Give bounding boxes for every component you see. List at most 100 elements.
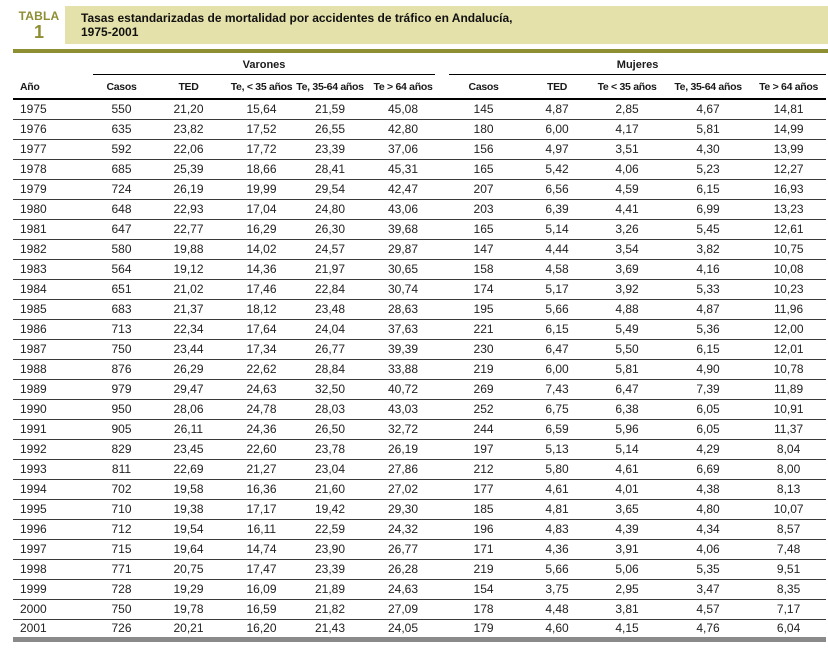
value-cell: 4,16 — [665, 259, 752, 280]
year-cell: 1995 — [13, 499, 93, 520]
value-cell: 24,32 — [364, 519, 443, 540]
value-cell: 26,29 — [150, 359, 227, 380]
table-row: 1989 979 29,47 24,63 32,50 40,72 269 7,43 6,47 7,… — [13, 379, 827, 400]
value-cell: 728 — [93, 579, 150, 600]
value-cell: 702 — [93, 479, 150, 500]
value-cell: 12,00 — [751, 319, 827, 340]
value-cell: 550 — [93, 99, 150, 120]
table-number-badge: TABLA 1 — [13, 6, 65, 44]
value-cell: 7,48 — [751, 539, 827, 560]
value-cell: 5,13 — [525, 439, 590, 460]
group-label-mujeres: Mujeres — [449, 59, 827, 75]
value-cell: 8,04 — [751, 439, 827, 460]
value-cell: 26,77 — [364, 539, 443, 560]
value-cell: 43,03 — [364, 399, 443, 420]
value-cell: 212 — [442, 459, 526, 480]
value-cell: 30,74 — [364, 279, 443, 300]
table-row: 2001 726 20,21 16,20 21,43 24,05 179 4,60 4,15 4,… — [13, 619, 826, 639]
value-cell: 19,42 — [296, 499, 364, 520]
value-cell: 6,99 — [665, 199, 752, 220]
column-header: Te > 64 años — [751, 75, 827, 100]
value-cell: 27,09 — [364, 599, 443, 620]
value-cell: 6,59 — [525, 419, 590, 440]
top-olive-rule — [13, 49, 828, 53]
value-cell: 14,36 — [227, 259, 296, 280]
value-cell: 8,00 — [751, 459, 827, 480]
value-cell: 651 — [93, 279, 150, 300]
value-cell: 24,63 — [364, 579, 443, 600]
table-row: 1980 648 22,93 17,04 24,80 43,06 203 6,39 4,41 6,… — [13, 199, 827, 220]
table-row: 1998 771 20,75 17,47 23,39 26,28 219 5,66 5,06 5,… — [13, 559, 827, 580]
column-header: Te, 35-64 años — [296, 75, 364, 100]
value-cell: 22,62 — [227, 359, 296, 380]
table-row: 1984 651 21,02 17,46 22,84 30,74 174 5,17 3,92 5,… — [13, 279, 827, 300]
value-cell: 7,43 — [525, 379, 590, 400]
table-row: 1976 635 23,82 17,52 26,55 42,80 180 6,00 4,17 5,… — [13, 119, 827, 140]
year-cell: 1983 — [13, 259, 93, 280]
value-cell: 4,61 — [525, 479, 590, 500]
value-cell: 22,34 — [150, 319, 227, 340]
table-row: 1981 647 22,77 16,29 26,30 39,68 165 5,14 3,26 5,… — [13, 219, 827, 240]
value-cell: 21,37 — [150, 299, 227, 320]
column-header: Te, 35-64 años — [665, 75, 752, 100]
value-cell: 26,28 — [364, 559, 443, 580]
table-badge-number: 1 — [33, 22, 44, 42]
year-cell: 2000 — [13, 599, 93, 620]
value-cell: 16,20 — [246, 621, 277, 635]
value-cell: 19,64 — [150, 539, 227, 560]
value-cell: 12,27 — [751, 159, 827, 180]
year-cell: 1997 — [13, 539, 93, 560]
value-cell: 22,06 — [150, 139, 227, 160]
value-cell: 10,07 — [751, 499, 827, 520]
value-cell: 6,15 — [665, 339, 752, 360]
value-cell: 11,96 — [751, 299, 827, 320]
value-cell: 3,82 — [665, 239, 752, 260]
value-cell: 219 — [442, 359, 526, 380]
value-cell: 19,12 — [150, 259, 227, 280]
value-cell: 45,08 — [364, 99, 443, 120]
value-cell: 6,15 — [525, 319, 590, 340]
value-cell: 4,48 — [525, 599, 590, 620]
value-cell: 24,80 — [296, 199, 364, 220]
value-cell: 564 — [93, 259, 150, 280]
value-cell: 177 — [442, 479, 526, 500]
value-cell: 724 — [93, 179, 150, 200]
group-header-spacer — [13, 53, 93, 75]
value-cell: 28,03 — [296, 399, 364, 420]
value-cell: 3,91 — [589, 539, 666, 560]
value-cell: 19,78 — [150, 599, 227, 620]
value-cell: 269 — [442, 379, 526, 400]
value-cell: 244 — [442, 419, 526, 440]
value-cell: 22,59 — [296, 519, 364, 540]
value-cell: 37,63 — [364, 319, 443, 340]
value-cell: 16,93 — [751, 179, 827, 200]
value-cell: 23,48 — [296, 299, 364, 320]
column-header-year: Año — [13, 75, 93, 100]
value-cell: 19,88 — [150, 239, 227, 260]
value-cell: 30,65 — [364, 259, 443, 280]
group-label-varones: Varones — [93, 59, 436, 75]
value-cell: 156 — [442, 139, 526, 160]
group-header-row: Varones Mujeres — [13, 53, 827, 75]
value-cell: 750 — [93, 599, 150, 620]
value-cell: 6,15 — [665, 179, 752, 200]
value-cell: 2,95 — [589, 579, 666, 600]
year-cell: 1978 — [13, 159, 93, 180]
value-cell: 23,78 — [296, 439, 364, 460]
value-cell: 3,47 — [665, 579, 752, 600]
value-cell: 21,97 — [296, 259, 364, 280]
value-cell: 4,06 — [589, 159, 666, 180]
value-cell: 21,02 — [150, 279, 227, 300]
value-cell: 158 — [442, 259, 526, 280]
value-cell: 12,61 — [751, 219, 827, 240]
group-header-mujeres: Mujeres — [442, 53, 827, 75]
value-cell: 4,80 — [665, 499, 752, 520]
value-cell: 5,33 — [665, 279, 752, 300]
value-cell: 4,83 — [525, 519, 590, 540]
value-cell: 24,05 — [388, 621, 419, 635]
value-cell: 683 — [93, 299, 150, 320]
value-cell: 197 — [442, 439, 526, 460]
value-cell: 21,59 — [296, 99, 364, 120]
value-cell: 8,57 — [751, 519, 827, 540]
value-cell: 12,01 — [751, 339, 827, 360]
